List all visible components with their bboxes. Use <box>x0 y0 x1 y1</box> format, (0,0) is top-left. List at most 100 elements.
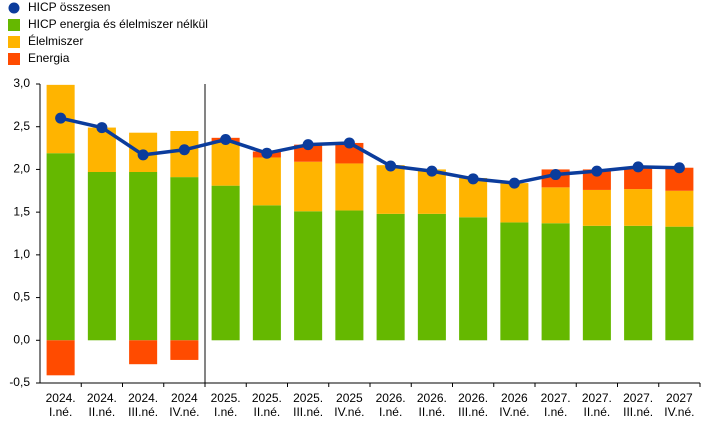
x-tick-label: II.né. <box>419 405 446 419</box>
legend-label: HICP összesen <box>28 0 110 14</box>
x-tick-label: 2025 <box>336 391 363 405</box>
x-tick-label: I.né. <box>214 405 237 419</box>
bar-segment <box>417 213 446 341</box>
line-marker <box>343 137 355 149</box>
x-tick-label: 2027. <box>623 391 653 405</box>
legend-label: Energia <box>28 51 70 65</box>
x-tick-label: IV.né. <box>499 405 529 419</box>
line-marker <box>385 160 397 172</box>
bar-segment <box>665 226 694 341</box>
x-tick-label: 2025. <box>293 391 323 405</box>
line-marker <box>673 162 685 174</box>
bar-segment <box>376 165 405 214</box>
x-tick-label: 2024. <box>128 391 158 405</box>
bar-segment <box>376 213 405 341</box>
legend-marker <box>8 19 20 31</box>
legend-label: HICP energia és élelmiszer nélkül <box>28 17 208 31</box>
x-tick-label: 2024. <box>87 391 117 405</box>
bar-segment <box>211 142 240 186</box>
line-marker <box>550 169 562 181</box>
bar-segment <box>541 187 570 224</box>
bar-segment <box>46 153 75 341</box>
y-tick-label: 0,5 <box>13 290 30 304</box>
x-tick-label: 2027. <box>541 391 571 405</box>
y-tick-label: 1,0 <box>13 247 30 261</box>
bar-segment <box>129 340 158 365</box>
x-tick-label: IV.né. <box>334 405 364 419</box>
bar-segment <box>335 210 364 341</box>
line-marker <box>220 134 232 146</box>
line-marker <box>55 112 67 124</box>
x-tick-label: 2026. <box>417 391 447 405</box>
x-tick-label: IV.né. <box>169 405 199 419</box>
x-tick-label: III.né. <box>623 405 653 419</box>
x-tick-label: II.né. <box>89 405 116 419</box>
bar-segment <box>87 171 116 341</box>
bar-segment <box>294 211 323 341</box>
bar-segment <box>624 189 653 226</box>
y-tick-label: 2,0 <box>13 162 30 176</box>
line-marker <box>96 122 108 134</box>
line-marker <box>261 147 273 159</box>
bar-segment <box>624 167 653 190</box>
x-tick-label: 2027 <box>666 391 693 405</box>
bar-segment <box>665 167 694 191</box>
line-marker <box>178 144 190 156</box>
x-tick-label: 2025. <box>211 391 241 405</box>
x-tick-label: 2026. <box>376 391 406 405</box>
legend-marker <box>8 2 20 14</box>
line <box>60 116 680 185</box>
x-tick-label: 2024 <box>171 391 198 405</box>
bar-segment <box>624 225 653 341</box>
x-tick-label: 2024. <box>46 391 76 405</box>
x-tick-label: II.né. <box>254 405 281 419</box>
x-tick-label: II.né. <box>584 405 611 419</box>
bar-segment <box>294 161 323 212</box>
line-marker <box>302 139 314 151</box>
bar-segment <box>170 177 199 341</box>
bar-segment <box>582 169 611 190</box>
bar-segment <box>252 157 281 206</box>
bar-segment <box>335 163 364 211</box>
bar-segment <box>46 340 75 376</box>
y-tick-label: -0,5 <box>9 375 30 389</box>
bar-segment <box>170 340 199 360</box>
bar-segment <box>129 171 158 341</box>
bar-segment <box>459 217 488 341</box>
bar-segment <box>665 190 694 227</box>
bar-segment <box>459 177 488 218</box>
line-marker <box>632 161 644 173</box>
x-tick-label: IV.né. <box>664 405 694 419</box>
bar-segment <box>294 144 323 162</box>
bar-segment <box>582 189 611 226</box>
bar-segment <box>541 223 570 341</box>
x-tick-label: III.né. <box>128 405 158 419</box>
x-tick-label: I.né. <box>49 405 72 419</box>
x-tick-label: III.né. <box>293 405 323 419</box>
bar-segment <box>500 183 529 223</box>
bar-segment <box>582 225 611 341</box>
line-marker <box>137 149 149 161</box>
x-tick-label: I.né. <box>379 405 402 419</box>
x-tick-label: 2026 <box>501 391 528 405</box>
bar-segment <box>417 169 446 214</box>
line-marker <box>508 177 520 189</box>
legend-marker <box>8 53 20 65</box>
y-tick-label: 1,5 <box>13 204 30 218</box>
x-tick-label: 2025. <box>252 391 282 405</box>
x-tick-label: 2026. <box>458 391 488 405</box>
legend-marker <box>8 36 20 48</box>
x-tick-label: 2027. <box>582 391 612 405</box>
x-tick-label: III.né. <box>458 405 488 419</box>
y-tick-label: 2,5 <box>13 119 30 133</box>
y-tick-label: 0,0 <box>13 332 30 346</box>
bar-segment <box>500 222 529 341</box>
line-marker <box>467 173 479 185</box>
bar-segment <box>252 205 281 341</box>
bar-segment <box>211 185 240 341</box>
legend-label: Élelmiszer <box>28 33 83 48</box>
line-marker <box>426 165 438 177</box>
x-tick-label: I.né. <box>544 405 567 419</box>
line-marker <box>591 165 603 177</box>
